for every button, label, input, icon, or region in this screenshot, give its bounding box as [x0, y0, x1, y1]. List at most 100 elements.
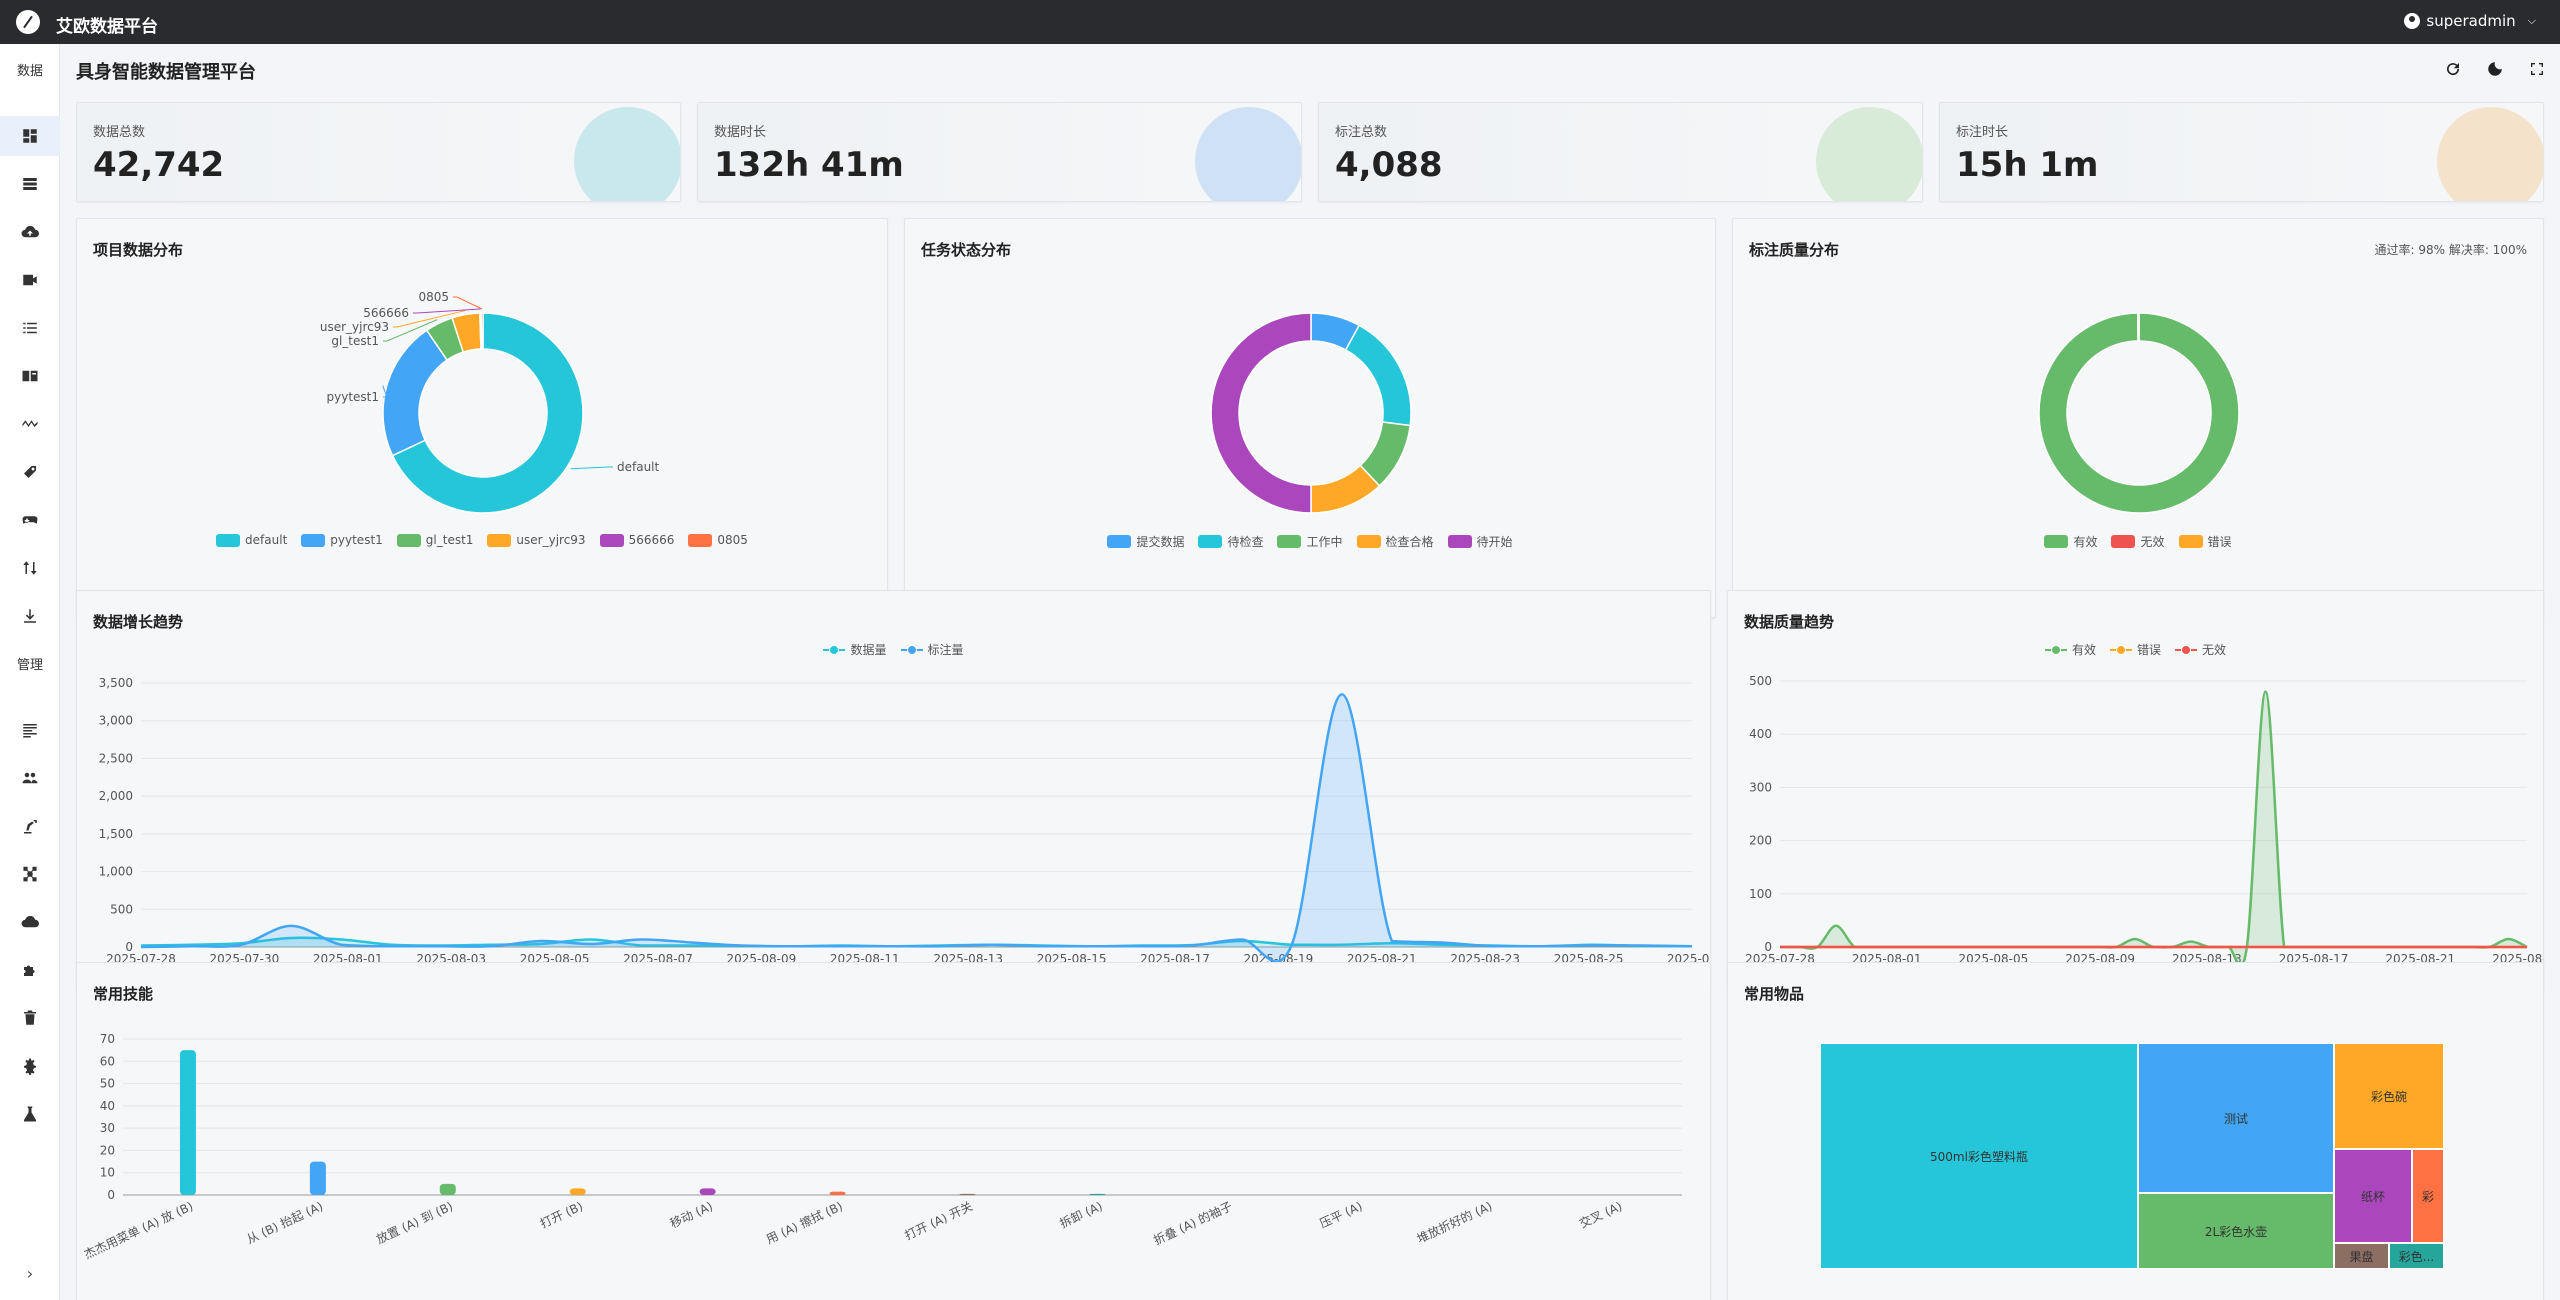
treemap-cell[interactable]: 纸杯 [2334, 1149, 2412, 1243]
chevron-down-icon: ⌵ [2527, 14, 2536, 27]
bar[interactable] [959, 1193, 976, 1195]
gamepad-icon[interactable] [0, 500, 60, 540]
network-icon[interactable] [0, 854, 60, 894]
series-area-标注量 [141, 694, 1692, 962]
fullscreen-icon[interactable] [2526, 58, 2548, 80]
legend-item[interactable]: 0805 [688, 533, 748, 547]
video-icon[interactable] [0, 260, 60, 300]
dark-mode-icon[interactable] [2484, 58, 2506, 80]
legend-item[interactable]: 无效 [2175, 641, 2226, 658]
slice-label: default [617, 460, 660, 474]
treemap-cell[interactable]: 测试 [2138, 1043, 2334, 1193]
x-tick-label: 用 (A) 擦拭 (B) [764, 1199, 845, 1247]
legend-marker [823, 644, 846, 656]
settings-icon[interactable] [0, 1046, 60, 1086]
y-tick-label: 40 [100, 1099, 115, 1113]
pie-slice-0805[interactable] [480, 312, 484, 350]
dashboard-icon[interactable] [0, 116, 60, 156]
legend-item[interactable]: gl_test1 [396, 533, 473, 547]
user-menu[interactable]: superadmin ⌵ [2404, 12, 2536, 30]
download-icon[interactable] [0, 596, 60, 636]
legend-swatch [1356, 535, 1381, 548]
legend-item[interactable]: 工作中 [1277, 533, 1343, 550]
legend-item[interactable]: 有效 [2044, 641, 2096, 658]
pie-slice-default[interactable] [391, 312, 584, 514]
treemap-cell[interactable]: 彩 [2412, 1149, 2444, 1243]
stat-label: 标注时长 [1956, 125, 2009, 140]
legend-item[interactable]: 无效 [2111, 533, 2165, 550]
pie-slice-pyytest1[interactable] [382, 329, 449, 457]
slice-label: gl_test1 [331, 334, 379, 348]
legend-item[interactable]: 错误 [2109, 641, 2161, 658]
bar[interactable] [569, 1188, 586, 1195]
card-title: 常用物品 [1744, 985, 1805, 1003]
legend-item[interactable]: user_yjrc93 [487, 533, 586, 547]
legend-item[interactable]: 待开始 [1447, 533, 1513, 550]
waveform-icon[interactable] [0, 404, 60, 444]
bar[interactable] [699, 1188, 716, 1195]
legend-item[interactable]: 数据量 [823, 641, 887, 658]
legend-item[interactable]: 有效 [2044, 533, 2097, 550]
legend-marker [900, 644, 923, 656]
legend-item[interactable]: 标注量 [900, 641, 964, 658]
treemap-cell[interactable]: 果盘 [2334, 1243, 2389, 1269]
treemap-cell[interactable]: 2L彩色水壶 [2138, 1193, 2334, 1269]
bar[interactable] [439, 1183, 456, 1195]
legend-item[interactable]: 错误 [2178, 533, 2232, 550]
legend-item[interactable]: 检查合格 [1356, 533, 1434, 550]
brand-title[interactable]: 艾欧数据平台 [56, 17, 158, 37]
users-icon[interactable] [0, 758, 60, 798]
pie-slice-错误[interactable] [2136, 312, 2140, 342]
puzzle-icon[interactable] [0, 950, 60, 990]
checklist-icon[interactable] [0, 308, 60, 348]
user-name: superadmin [2426, 12, 2516, 30]
list-icon[interactable] [0, 164, 60, 204]
robot-arm-icon[interactable] [0, 806, 60, 846]
bar[interactable] [179, 1050, 196, 1195]
treemap-cell[interactable]: 500ml彩色塑料瓶 [1820, 1043, 2138, 1269]
pie-slice-待开始[interactable] [1210, 312, 1312, 514]
y-tick-label: 2,000 [99, 789, 133, 803]
sort-icon[interactable] [0, 548, 60, 588]
legend-item[interactable]: 待检查 [1198, 533, 1263, 550]
book-icon[interactable] [0, 356, 60, 396]
series-line-标注量[interactable] [140, 693, 1693, 963]
sidebar-collapse-icon[interactable]: › [26, 1264, 34, 1283]
card-title: 任务状态分布 [921, 241, 1012, 259]
flask-icon[interactable] [0, 1094, 60, 1134]
treemap-cell[interactable]: 彩色碗 [2334, 1043, 2444, 1149]
pie-slice-有效[interactable] [2038, 312, 2240, 514]
legend-swatch [1198, 535, 1223, 548]
legend-item[interactable]: 提交数据 [1107, 533, 1184, 550]
y-tick-label: 3,000 [99, 714, 133, 728]
legend-marker [2109, 644, 2132, 656]
report-icon[interactable] [0, 710, 60, 750]
legend-item[interactable]: pyytest1 [301, 533, 383, 547]
cloud-icon[interactable] [0, 902, 60, 942]
card-title: 标注质量分布 [1749, 241, 1840, 259]
label-quality-card: 标注质量分布 通过率: 98% 解决率: 100% 有效 无效 错误 [1732, 218, 2544, 618]
pie-slice-待检查[interactable] [1344, 324, 1412, 427]
logo-icon[interactable] [16, 10, 40, 34]
cloud-upload-icon[interactable] [0, 212, 60, 252]
legend-label: 有效 [2071, 643, 2096, 657]
legend-label: default [245, 533, 288, 547]
stat-decor-circle [1816, 107, 1922, 201]
stat-card-label-duration: 标注时长 15h 1m [1939, 102, 2544, 202]
tag-icon[interactable] [0, 452, 60, 492]
legend-swatch [688, 533, 713, 547]
bar[interactable] [1089, 1193, 1106, 1195]
legend-item[interactable]: default [216, 533, 287, 547]
legend-label: 数据量 [850, 643, 887, 657]
donut-chart [2038, 312, 2240, 514]
card-title: 项目数据分布 [93, 241, 184, 259]
bar[interactable] [829, 1191, 846, 1195]
treemap-cell[interactable]: 彩色... [2389, 1243, 2444, 1269]
bar[interactable] [309, 1161, 326, 1195]
refresh-icon[interactable] [2442, 58, 2464, 80]
legend-item[interactable]: 566666 [599, 533, 674, 547]
trash-icon[interactable] [0, 998, 60, 1038]
legend-swatch [2178, 535, 2203, 548]
series-line-有效[interactable] [1780, 690, 2528, 968]
stat-card-data-duration: 数据时长 132h 41m [697, 102, 1302, 202]
